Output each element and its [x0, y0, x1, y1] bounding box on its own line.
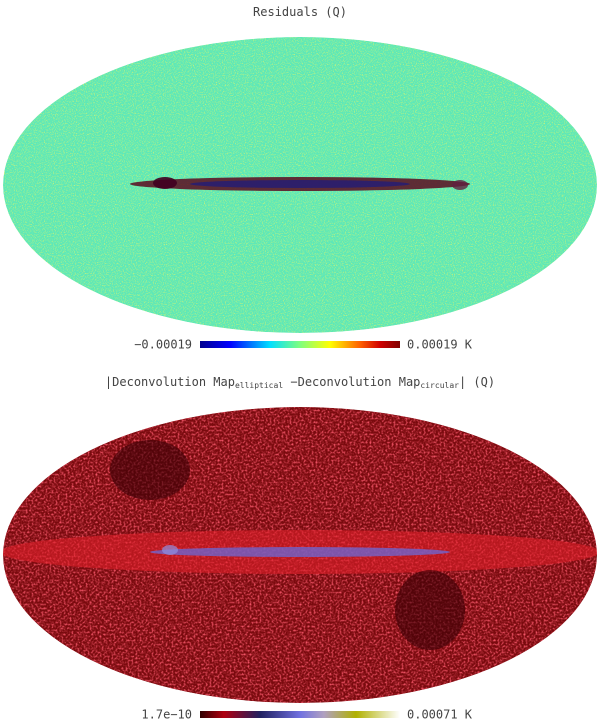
colorbar: [200, 341, 400, 348]
title-subscript: circular: [420, 381, 459, 390]
map: [3, 37, 597, 333]
colorbar-max: 0.00019 K: [407, 338, 473, 352]
map-title: Residuals (Q): [253, 5, 347, 19]
title-part: | (Q): [459, 375, 495, 389]
map-title: |Deconvolution Mapelliptical −Deconvolut…: [105, 375, 495, 390]
title-part: −Deconvolution Map: [283, 375, 420, 389]
title-subscript: elliptical: [235, 381, 283, 390]
colorbar: [200, 711, 400, 718]
title-part: Residuals (Q): [253, 5, 347, 19]
colorbar-max: 0.00071 K: [407, 708, 473, 720]
colorbar-min: −0.00019: [134, 338, 192, 352]
colorbar-min: 1.7e−10: [141, 708, 192, 720]
map: [3, 407, 597, 703]
title-part: |Deconvolution Map: [105, 375, 235, 389]
